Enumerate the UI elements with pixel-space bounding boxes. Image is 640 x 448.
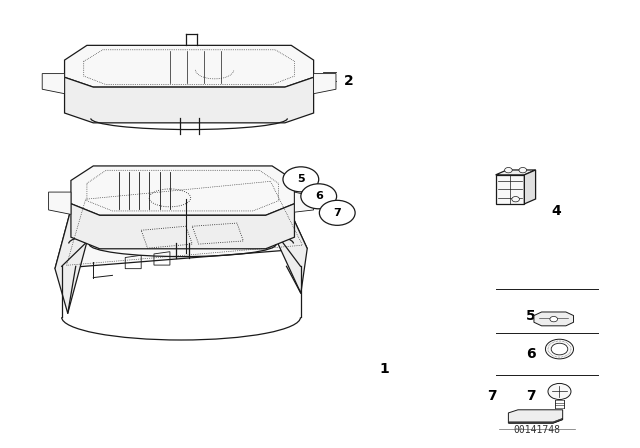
Circle shape bbox=[519, 168, 527, 173]
Polygon shape bbox=[508, 410, 563, 423]
Polygon shape bbox=[495, 170, 536, 175]
Polygon shape bbox=[65, 45, 314, 87]
Polygon shape bbox=[495, 175, 524, 204]
Text: 4: 4 bbox=[552, 203, 561, 218]
Text: 6: 6 bbox=[315, 191, 323, 201]
Text: 7: 7 bbox=[526, 389, 536, 403]
Polygon shape bbox=[71, 204, 294, 249]
Polygon shape bbox=[314, 73, 336, 94]
Circle shape bbox=[283, 167, 319, 192]
Polygon shape bbox=[55, 197, 87, 313]
Circle shape bbox=[301, 184, 337, 209]
Text: 1: 1 bbox=[379, 362, 388, 376]
Circle shape bbox=[550, 316, 557, 322]
Polygon shape bbox=[71, 166, 294, 215]
Text: 7: 7 bbox=[333, 208, 341, 218]
Text: 5: 5 bbox=[526, 309, 536, 323]
Polygon shape bbox=[294, 192, 314, 212]
Text: 6: 6 bbox=[526, 346, 536, 361]
Polygon shape bbox=[55, 179, 307, 269]
Polygon shape bbox=[509, 418, 563, 423]
Polygon shape bbox=[65, 78, 314, 123]
Circle shape bbox=[504, 168, 512, 173]
Circle shape bbox=[551, 343, 568, 355]
Polygon shape bbox=[524, 170, 536, 204]
Circle shape bbox=[545, 339, 573, 359]
Text: 5: 5 bbox=[297, 174, 305, 184]
Circle shape bbox=[319, 200, 355, 225]
Polygon shape bbox=[49, 192, 71, 215]
Text: 3: 3 bbox=[340, 203, 350, 218]
Circle shape bbox=[548, 383, 571, 400]
Text: 00141748: 00141748 bbox=[514, 425, 561, 435]
Circle shape bbox=[512, 197, 520, 202]
Text: 2: 2 bbox=[344, 74, 354, 88]
Polygon shape bbox=[269, 179, 307, 293]
Text: 7: 7 bbox=[488, 389, 497, 403]
Polygon shape bbox=[534, 312, 573, 326]
Polygon shape bbox=[42, 73, 65, 94]
